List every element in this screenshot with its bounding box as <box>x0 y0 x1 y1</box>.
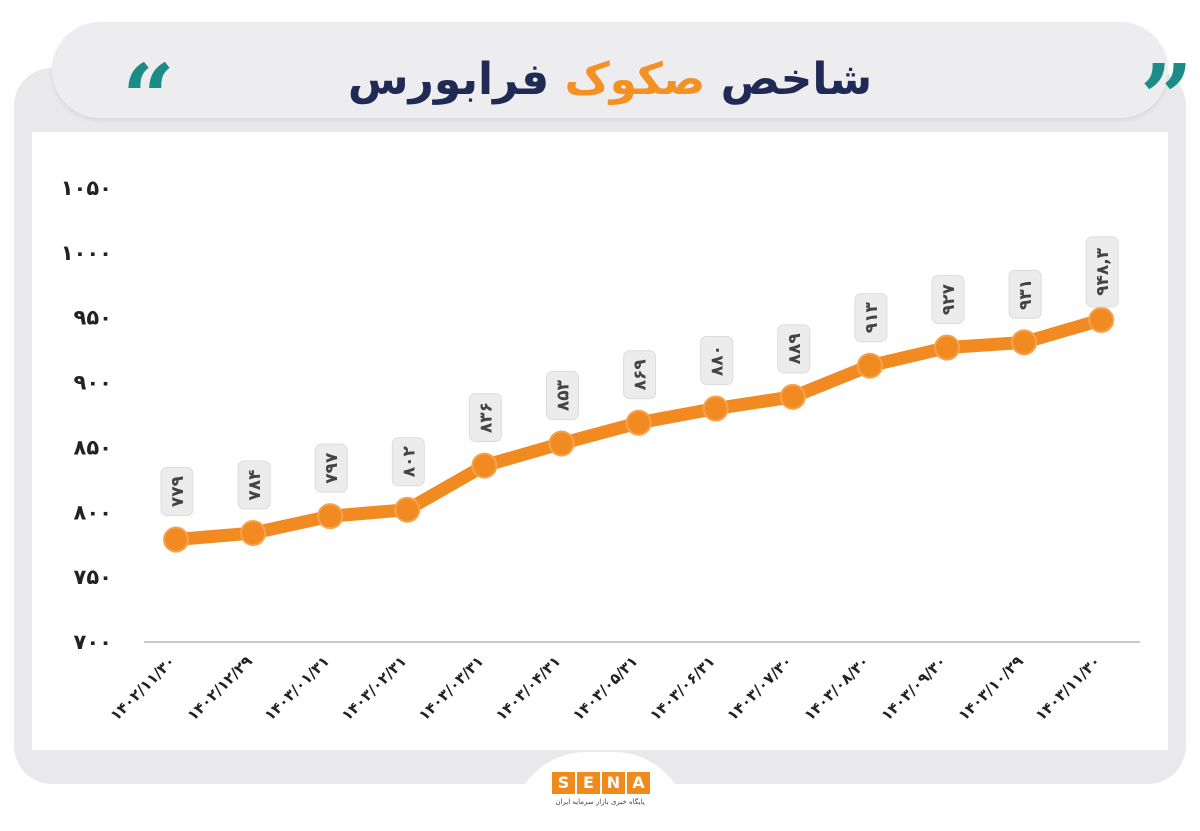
logo-letter: E <box>577 772 600 794</box>
x-tick-label: ۱۴۰۲/۱۲/۲۹ <box>184 652 256 724</box>
data-point <box>856 352 883 379</box>
data-label-box <box>700 336 734 386</box>
data-label: ۷۹۷ <box>322 452 342 484</box>
logo-letter: S <box>552 772 575 794</box>
data-label-box <box>391 437 425 487</box>
data-point <box>934 334 960 361</box>
x-tick-label: ۱۴۰۳/۰۳/۳۱ <box>415 652 487 724</box>
x-tick-label: ۱۴۰۳/۰۴/۳۱ <box>492 652 564 724</box>
data-label: ۹۲۷ <box>939 283 959 315</box>
data-point <box>471 452 498 479</box>
data-label-box <box>468 393 502 443</box>
title-word-1: شاخص <box>720 54 873 105</box>
data-point <box>163 526 189 553</box>
data-label: ۸۳۶ <box>476 402 496 433</box>
y-tick-label: ۸۵۰ <box>74 435 112 459</box>
x-tick-label: ۱۴۰۲/۱۱/۳۰ <box>107 652 179 724</box>
y-tick-label: ۱۰۰۰ <box>61 241 112 265</box>
x-tick-label: ۱۴۰۳/۱۱/۳۰ <box>1032 652 1104 724</box>
line-chart: ۷۰۰ ۷۵۰ ۸۰۰ ۸۵۰ ۹۰۰ ۹۵۰ ۱۰۰۰ ۱۰۵۰ ۱۴۰۲/۱۱/۳۰ ۱۴۰۲… <box>61 176 1140 724</box>
data-label: ۸۰۲ <box>399 446 419 478</box>
data-label: ۹۱۳ <box>862 302 882 334</box>
data-label-box <box>314 443 348 493</box>
data-label-box <box>237 460 271 510</box>
title-word-2: فرابورس <box>347 54 550 105</box>
data-point <box>548 430 575 457</box>
data-point <box>1011 329 1038 356</box>
data-label: ۸۸۹ <box>785 333 805 365</box>
data-label: ۹۳۱ <box>1016 279 1036 310</box>
data-point <box>779 383 806 410</box>
y-tick-label: ۹۰۰ <box>74 371 112 395</box>
data-label-box <box>777 324 811 374</box>
close-quote-icon: ” <box>1140 44 1193 152</box>
data-label-box <box>854 293 888 343</box>
logo-letter: N <box>602 772 625 794</box>
x-tick-label: ۱۴۰۳/۰۸/۳۰ <box>800 652 872 724</box>
data-label: ۷۷۹ <box>168 475 188 507</box>
data-label-box <box>546 371 579 421</box>
x-tick-label: ۱۴۰۳/۰۵/۳۱ <box>569 652 641 724</box>
y-tick-label: ۷۰۰ <box>74 630 112 654</box>
data-label-box <box>931 275 965 325</box>
data-label: ۸۵۳ <box>554 379 574 411</box>
y-tick-label: ۷۵۰ <box>74 565 112 589</box>
data-point <box>1088 306 1115 333</box>
data-point <box>625 409 652 436</box>
data-label-box <box>623 350 657 400</box>
y-tick-label: ۱۰۵۰ <box>61 176 112 200</box>
x-tick-label: ۱۴۰۳/۰۶/۳۱ <box>646 652 718 724</box>
x-tick-label: ۱۴۰۳/۰۱/۳۱ <box>261 652 333 724</box>
data-label-box <box>160 467 194 517</box>
logo-wordmark: S E N A <box>552 772 650 794</box>
y-tick-label: ۸۰۰ <box>74 500 112 524</box>
data-label-box <box>1085 236 1119 308</box>
open-quote-icon: “ <box>122 44 175 152</box>
y-tick-label: ۹۵۰ <box>74 306 112 330</box>
x-tick-label: ۱۴۰۳/۰۹/۳۰ <box>878 652 950 724</box>
page-title: شاخص صکوک فرابورس <box>52 50 1168 110</box>
title-word-accent: صکوک <box>564 54 706 105</box>
title-banner: شاخص صکوک فرابورس “ ” <box>52 22 1193 144</box>
logo-subtitle: پایگاه خبری بازار سرمایه ایران <box>555 798 645 806</box>
x-tick-label: ۱۴۰۳/۰۲/۳۱ <box>338 652 410 724</box>
data-label: ۹۴۸,۳ <box>1093 247 1113 296</box>
data-point <box>702 395 729 422</box>
data-label-box <box>1008 269 1042 319</box>
data-label: ۷۸۴ <box>245 469 265 500</box>
chart-panel: ۷۰۰ ۷۵۰ ۸۰۰ ۸۵۰ ۹۰۰ ۹۵۰ ۱۰۰۰ ۱۰۵۰ ۱۴۰۲/۱۱/۳۰ ۱۴۰۲… <box>32 132 1168 750</box>
x-tick-label: ۱۴۰۳/۱۰/۲۹ <box>955 652 1027 724</box>
x-tick-label: ۱۴۰۳/۰۷/۳۰ <box>723 652 795 724</box>
data-label: ۸۶۹ <box>631 359 651 391</box>
logo-letter: A <box>627 772 650 794</box>
data-label: ۸۸۰ <box>708 345 728 376</box>
data-point <box>240 520 267 547</box>
data-point <box>317 503 344 530</box>
data-point <box>394 496 421 523</box>
